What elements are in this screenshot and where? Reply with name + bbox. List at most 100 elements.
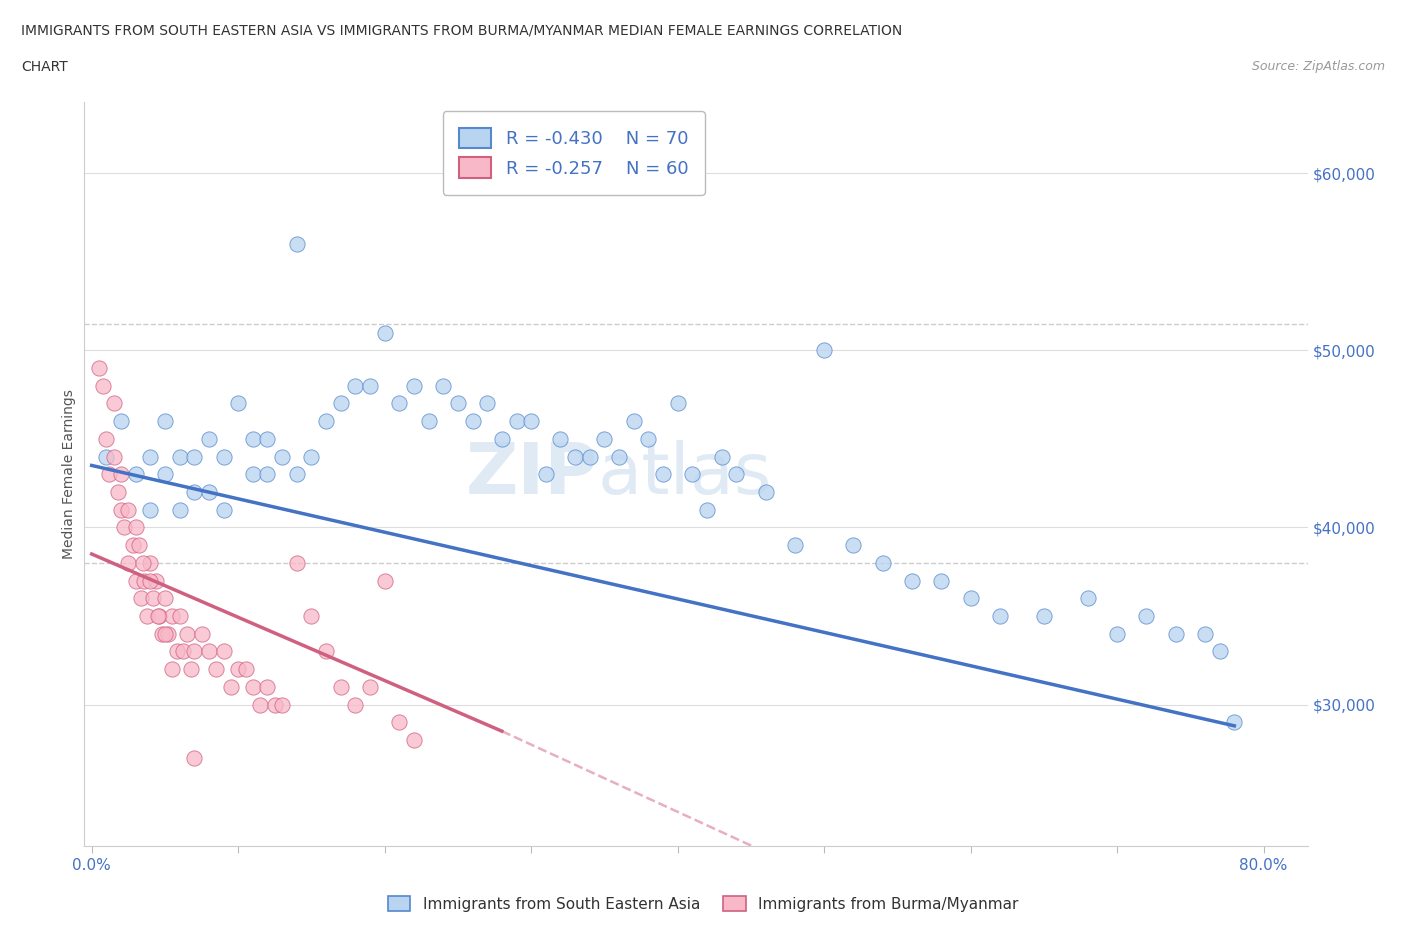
Point [520, 414, 543, 429]
Point [402, 379, 425, 393]
Point [344, 698, 367, 712]
Point [153, 591, 176, 605]
Point [271, 449, 294, 464]
Point [299, 449, 322, 464]
Point [169, 608, 191, 623]
Y-axis label: Median Female Earnings: Median Female Earnings [62, 390, 76, 559]
Point [285, 555, 308, 570]
Legend: R = -0.430    N = 70, R = -0.257    N = 60: R = -0.430 N = 70, R = -0.257 N = 60 [443, 112, 704, 194]
Point [98, 467, 121, 482]
Point [1208, 644, 1230, 658]
Point [166, 644, 188, 658]
Point [235, 662, 257, 677]
Point [447, 396, 470, 411]
Point [162, 662, 184, 677]
Point [550, 432, 572, 446]
Point [344, 379, 367, 393]
Point [124, 467, 146, 482]
Point [103, 449, 125, 464]
Point [96, 449, 118, 464]
Point [783, 538, 806, 552]
Point [418, 414, 440, 429]
Point [696, 502, 718, 517]
Point [652, 467, 675, 482]
Point [148, 608, 170, 623]
Point [153, 467, 176, 482]
Point [1135, 608, 1157, 623]
Point [1107, 626, 1129, 641]
Point [901, 573, 924, 588]
Point [198, 644, 221, 658]
Point [813, 343, 835, 358]
Point [249, 698, 271, 712]
Point [139, 573, 162, 588]
Point [242, 680, 264, 695]
Point [183, 644, 205, 658]
Point [117, 502, 139, 517]
Point [124, 520, 146, 535]
Point [359, 680, 381, 695]
Point [374, 326, 396, 340]
Point [183, 449, 205, 464]
Point [315, 644, 337, 658]
Point [1077, 591, 1099, 605]
Point [212, 644, 235, 658]
Point [107, 485, 129, 499]
Point [491, 432, 513, 446]
Point [110, 414, 132, 429]
Point [271, 698, 294, 712]
Point [117, 555, 139, 570]
Point [121, 538, 143, 552]
Point [623, 414, 645, 429]
Point [637, 432, 659, 446]
Point [1164, 626, 1187, 641]
Point [374, 573, 396, 588]
Point [299, 608, 322, 623]
Point [710, 449, 733, 464]
Point [131, 591, 153, 605]
Point [242, 467, 264, 482]
Point [103, 396, 125, 411]
Point [190, 626, 212, 641]
Point [315, 414, 337, 429]
Point [242, 432, 264, 446]
Point [139, 502, 162, 517]
Point [134, 573, 156, 588]
Point [388, 396, 411, 411]
Point [146, 608, 169, 623]
Point [139, 449, 162, 464]
Point [329, 680, 352, 695]
Point [534, 467, 557, 482]
Point [180, 662, 202, 677]
Point [219, 680, 242, 695]
Point [959, 591, 981, 605]
Point [162, 608, 184, 623]
Point [96, 432, 118, 446]
Point [87, 361, 110, 376]
Point [226, 662, 249, 677]
Point [198, 485, 221, 499]
Point [110, 467, 132, 482]
Point [256, 467, 278, 482]
Point [226, 396, 249, 411]
Point [285, 236, 308, 251]
Point [256, 432, 278, 446]
Point [198, 432, 221, 446]
Point [1223, 715, 1246, 730]
Point [183, 751, 205, 765]
Point [263, 698, 285, 712]
Point [153, 626, 176, 641]
Point [461, 414, 484, 429]
Point [725, 467, 748, 482]
Point [153, 414, 176, 429]
Point [176, 626, 198, 641]
Point [136, 608, 159, 623]
Point [256, 680, 278, 695]
Point [93, 379, 115, 393]
Point [142, 591, 165, 605]
Point [132, 555, 155, 570]
Point [112, 520, 135, 535]
Point [205, 662, 228, 677]
Point [145, 573, 167, 588]
Text: IMMIGRANTS FROM SOUTH EASTERN ASIA VS IMMIGRANTS FROM BURMA/MYANMAR MEDIAN FEMAL: IMMIGRANTS FROM SOUTH EASTERN ASIA VS IM… [21, 23, 903, 37]
